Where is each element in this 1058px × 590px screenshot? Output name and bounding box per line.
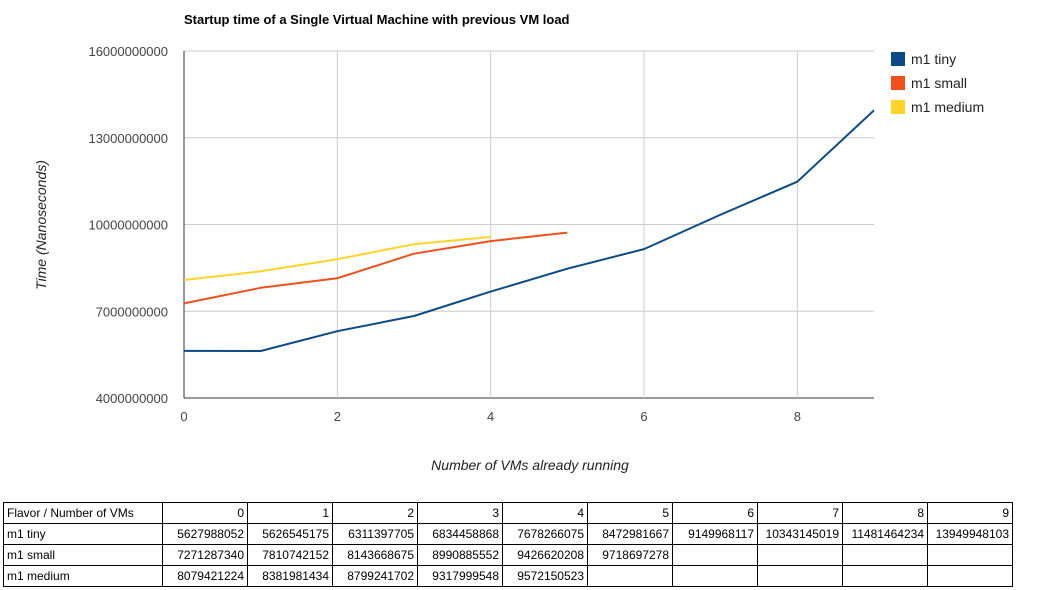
table-cell: 6834458868 [417,523,503,545]
y-tick-label: 13000000000 [88,131,168,146]
y-tick-label: 10000000000 [88,218,168,233]
legend-swatch [891,52,905,66]
table-cell: 10343145019 [757,523,843,545]
data-table: Flavor / Number of VMs 0 1 2 3 4 5 6 7 8 9 m1 tiny 5… [3,502,1013,587]
table-column-header: 8 [842,502,928,524]
table-cell: 8143668675 [332,544,418,566]
table-cell: 7810742152 [247,544,333,566]
table-cell: 8799241702 [332,565,418,587]
table-column-header: 7 [757,502,843,524]
table-row-label: m1 tiny [3,523,163,545]
table-cell [927,544,1013,566]
table-header-row: Flavor / Number of VMs 0 1 2 3 4 5 6 7 8 9 [3,502,1013,524]
table-cell [672,565,758,587]
table-cell [842,544,928,566]
table-column-header: 4 [502,502,588,524]
table-row: m1 medium 8079421224 8381981434 8799241702 9… [3,565,1013,587]
table-cell [842,565,928,587]
table-column-header: 2 [332,502,418,524]
x-axis-title: Number of VMs already running [431,457,629,473]
table-row: m1 tiny 5627988052 5626545175 6311397705 683… [3,523,1013,545]
table-cell: 8990885552 [417,544,503,566]
table-column-header: 0 [162,502,248,524]
y-axis-title: Time (Nanoseconds) [33,160,49,290]
legend-swatch [891,100,905,114]
y-tick-label: 7000000000 [96,304,168,319]
table-cell [587,565,673,587]
legend-label: m1 tiny [911,51,956,67]
table-cell: 9149968117 [672,523,758,545]
line-chart: Startup time of a Single Virtual Machine… [33,12,984,473]
x-tick-label: 4 [487,409,494,424]
legend: m1 tiny m1 small m1 medium [891,51,984,115]
table-cell: 5627988052 [162,523,248,545]
table-cell: 6311397705 [332,523,418,545]
table-cell: 8079421224 [162,565,248,587]
series-line-m1-medium [183,235,491,281]
chart-title: Startup time of a Single Virtual Machine… [184,12,570,27]
x-axis-ticks: 0 2 4 6 8 [180,409,801,424]
legend-swatch [891,76,905,90]
table-cell [672,544,758,566]
table-corner-cell: Flavor / Number of VMs [3,502,163,524]
table-cell: 11481464234 [842,523,928,545]
series-line-m1-small [183,231,568,305]
table-column-header: 9 [927,502,1013,524]
x-tick-label: 2 [334,409,341,424]
table-row: m1 small 7271287340 7810742152 8143668675 89… [3,544,1013,566]
x-tick-label: 6 [640,409,647,424]
table-cell: 8381981434 [247,565,333,587]
table-column-header: 1 [247,502,333,524]
legend-label: m1 medium [911,99,984,115]
x-tick-label: 8 [794,409,801,424]
y-tick-label: 4000000000 [96,391,168,406]
series-lines [183,109,875,352]
table-cell: 9426620208 [502,544,588,566]
table-cell [927,565,1013,587]
table-cell: 7678266075 [502,523,588,545]
y-tick-label: 16000000000 [88,44,168,59]
y-axis-ticks: 4000000000 7000000000 10000000000 130000000… [88,44,168,406]
table-column-header: 3 [417,502,503,524]
table-cell: 7271287340 [162,544,248,566]
table-row-label: m1 small [3,544,163,566]
table-cell: 9718697278 [587,544,673,566]
table-cell [757,544,843,566]
table-cell: 8472981667 [587,523,673,545]
table-cell: 9572150523 [502,565,588,587]
series-line-m1-tiny [183,109,875,352]
table-cell: 5626545175 [247,523,333,545]
grid [183,50,874,399]
legend-label: m1 small [911,75,967,91]
table-row-label: m1 medium [3,565,163,587]
table-column-header: 5 [587,502,673,524]
table-column-header: 6 [672,502,758,524]
table-cell: 9317999548 [417,565,503,587]
x-tick-label: 0 [180,409,187,424]
table-cell [757,565,843,587]
table-cell: 13949948103 [927,523,1013,545]
